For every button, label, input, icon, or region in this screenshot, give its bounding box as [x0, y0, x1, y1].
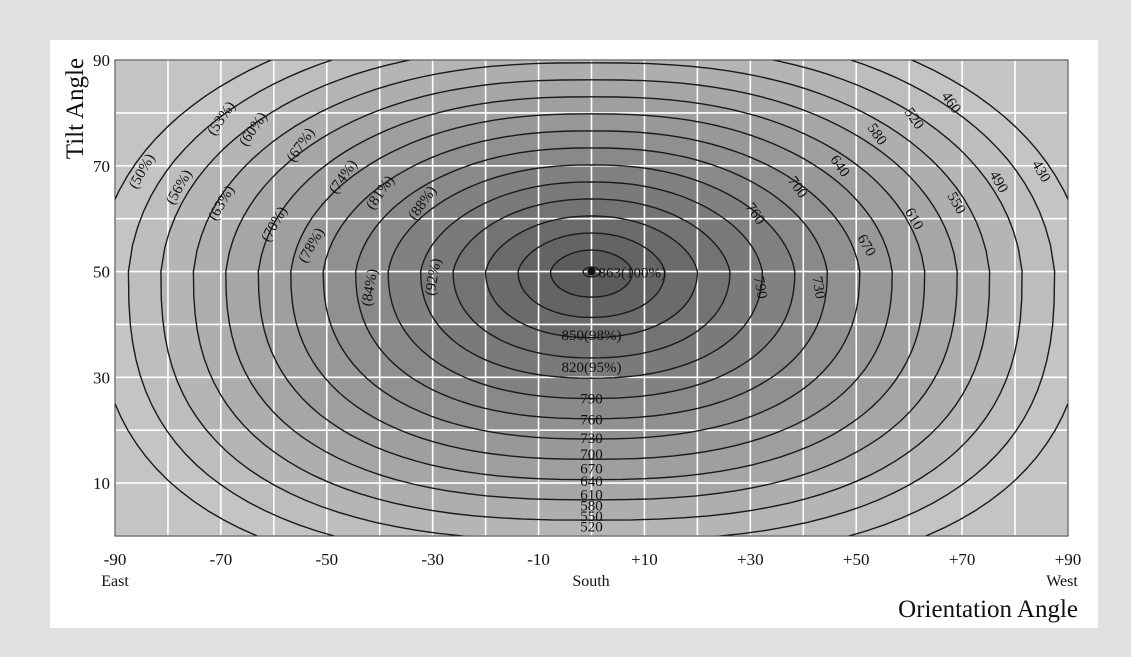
x-tick-label: +30 [737, 550, 764, 569]
x-axis-title: Orientation Angle [898, 596, 1078, 623]
contour-line-490 [160, 60, 1023, 536]
peak-label: 863(100%) [599, 266, 667, 282]
contour-label: 730 [580, 431, 603, 447]
x-tick-label: +10 [631, 550, 658, 569]
contour-label: 610 [580, 488, 603, 504]
contour-label: 670 [580, 461, 603, 477]
contour-line-820 [517, 232, 666, 319]
peak-marker [587, 267, 596, 276]
contour-label: 520 [580, 519, 603, 535]
contour-line-790 [484, 215, 699, 339]
contour-line-460 [127, 60, 1056, 536]
contour-label: 820(95%) [562, 360, 622, 376]
contour-line-640 [322, 130, 861, 440]
contour-label: 550 [580, 509, 603, 525]
south-label: South [572, 573, 609, 590]
grid [115, 60, 1068, 536]
chart-card: 850(98%) 820(95%) 790 760 730 700 670 640 610 580… [50, 40, 1098, 628]
x-tick-label: -30 [421, 550, 444, 569]
contour-label: (84%) [359, 268, 381, 308]
contour-line-730 [419, 181, 764, 379]
y-tick-label: 50 [93, 263, 110, 282]
x-tick-label: -90 [104, 550, 127, 569]
contour-label: (92%) [423, 257, 445, 297]
contour-line-550 [225, 79, 958, 501]
contour-chart: 850(98%)820(95%)790760730700670640610580… [62, 51, 1082, 623]
contour-line-610 [290, 113, 893, 461]
y-tick-label: 70 [93, 157, 110, 176]
y-axis-title: Tilt Angle [62, 58, 89, 159]
contour-line-580 [257, 96, 926, 481]
y-tick-label: 30 [93, 368, 110, 387]
y-axis-ticks: 10 30 50 70 90 [93, 51, 110, 493]
y-tick-label: 10 [93, 474, 110, 493]
contour-line-863 [582, 266, 601, 278]
y-tick-label: 90 [93, 51, 110, 70]
x-tick-label: -10 [527, 550, 550, 569]
contour-line-700 [387, 164, 796, 400]
contour-line-850 [549, 249, 634, 298]
x-tick-label: +70 [949, 550, 976, 569]
contour-bands [115, 60, 1068, 536]
west-label: West [1046, 573, 1078, 590]
contour-label: 760 [580, 413, 603, 429]
x-tick-label: -50 [315, 550, 338, 569]
contour-line-520 [192, 62, 991, 521]
plot-frame [114, 59, 1069, 537]
contour-line-760 [452, 198, 731, 359]
east-label: East [101, 573, 129, 590]
x-tick-label: +50 [843, 550, 870, 569]
x-tick-label: -70 [210, 550, 233, 569]
contour-label: 730 [808, 275, 828, 300]
contour-label: 700 [580, 447, 603, 463]
contour-label: 790 [750, 275, 770, 300]
contour-lines [115, 60, 1068, 536]
x-axis-ticks: -90 -70 -50 -30 -10 +10 +30 +50 +70 +90 [104, 550, 1082, 569]
contour-label: 580 [580, 498, 603, 514]
contour-line-670 [354, 147, 829, 420]
x-tick-label: +90 [1055, 550, 1082, 569]
contour-label: 640 [580, 474, 603, 490]
contour-label: 790 [580, 391, 603, 407]
contour-label: 850(98%) [562, 328, 622, 344]
